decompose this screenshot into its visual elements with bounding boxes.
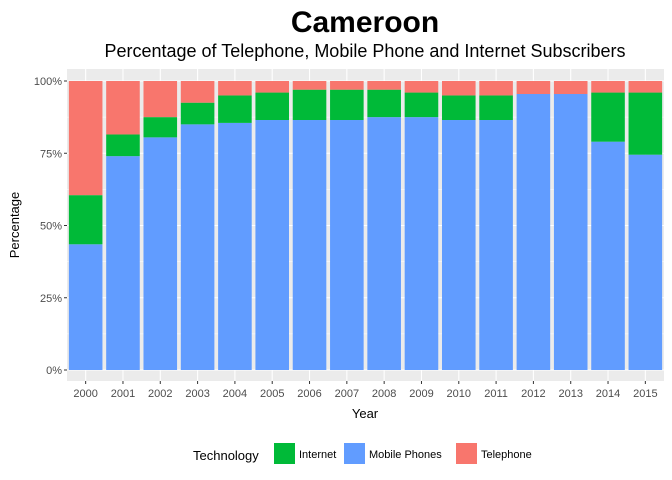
y-axis-title: Percentage (7, 192, 22, 259)
bar-mobile-phones-2007 (330, 120, 364, 370)
bar-internet-2007 (330, 89, 364, 121)
bar-telephone-2010 (441, 81, 476, 96)
bar-internet-2005 (255, 92, 290, 121)
bar-mobile-phones-2015 (628, 154, 663, 370)
bar-telephone-2005 (255, 81, 290, 93)
bar-mobile-phones-2014 (591, 141, 625, 370)
bar-mobile-phones-2001 (106, 156, 140, 370)
bar-mobile-phones-2012 (516, 94, 551, 370)
bar-telephone-2006 (292, 81, 327, 90)
x-tick-label: 2012 (521, 388, 545, 400)
y-tick-label: 50% (40, 221, 62, 233)
bar-internet-2004 (218, 95, 252, 123)
legend-entries: Internet Mobile Phones Telephone (274, 443, 532, 464)
y-tick-label: 100% (34, 76, 62, 88)
bar-telephone-2007 (330, 81, 364, 90)
bar-internet-2011 (479, 95, 513, 121)
x-tick-label: 2006 (297, 388, 321, 400)
bar-mobile-phones-2004 (218, 122, 252, 370)
x-tick-label: 2000 (73, 388, 97, 400)
x-ticks: 2000 2001 2002 2003 2004 2005 2006 2007 2008 2009… (73, 381, 658, 400)
bar-telephone-2003 (180, 81, 215, 103)
bar-internet-2009 (404, 92, 439, 118)
legend: Technology Internet Mobile Phones Telephon… (193, 443, 532, 464)
bar-internet-2006 (292, 89, 327, 121)
x-tick-label: 2002 (148, 388, 172, 400)
bar-internet-2014 (591, 92, 625, 142)
x-tick-label: 2009 (409, 388, 433, 400)
bar-mobile-phones-2011 (479, 120, 513, 370)
bar-mobile-phones-2009 (404, 117, 439, 370)
bar-internet-2003 (180, 102, 215, 125)
bar-mobile-phones-2005 (255, 120, 290, 370)
y-tick-label: 25% (40, 293, 62, 305)
bar-internet-2015 (628, 92, 663, 155)
x-tick-label: 2014 (596, 388, 620, 400)
y-ticks: 0% 25% 50% 75% 100% (34, 76, 67, 377)
bar-telephone-2014 (591, 81, 625, 93)
bar-mobile-phones-2000 (68, 244, 103, 370)
bar-mobile-phones-2008 (367, 117, 401, 370)
bar-internet-2010 (441, 95, 476, 121)
x-tick-label: 2011 (484, 388, 508, 400)
legend-label-mobile-phones: Mobile Phones (369, 449, 442, 461)
bars (68, 81, 663, 370)
legend-key-internet (274, 443, 295, 464)
x-tick-label: 2004 (223, 388, 247, 400)
bar-telephone-2012 (516, 81, 551, 95)
bar-telephone-2011 (479, 81, 513, 96)
y-tick-label: 75% (40, 148, 62, 160)
chart-subtitle: Percentage of Telephone, Mobile Phone an… (104, 41, 625, 61)
bar-telephone-2008 (367, 81, 401, 90)
x-tick-label: 2013 (558, 388, 582, 400)
x-tick-label: 2003 (185, 388, 209, 400)
bar-mobile-phones-2002 (143, 137, 178, 370)
bar-mobile-phones-2010 (441, 120, 476, 370)
chart-title: Cameroon (291, 6, 439, 39)
legend-key-mobile-phones (344, 443, 365, 464)
x-tick-label: 2001 (111, 388, 135, 400)
x-axis-title: Year (352, 406, 379, 421)
x-tick-label: 2008 (372, 388, 396, 400)
x-tick-label: 2015 (633, 388, 657, 400)
y-tick-label: 0% (46, 365, 62, 377)
bar-mobile-phones-2006 (292, 120, 327, 370)
legend-key-telephone (456, 443, 477, 464)
bar-internet-2002 (143, 117, 178, 138)
bar-telephone-2015 (628, 81, 663, 93)
bar-telephone-2001 (106, 81, 140, 135)
bar-telephone-2000 (68, 81, 103, 196)
legend-title: Technology (193, 448, 259, 463)
bar-internet-2001 (106, 134, 140, 157)
x-tick-label: 2010 (447, 388, 471, 400)
legend-label-telephone: Telephone (481, 449, 532, 461)
bar-telephone-2004 (218, 81, 252, 96)
legend-label-internet: Internet (299, 449, 336, 461)
bar-telephone-2013 (553, 81, 588, 95)
bar-mobile-phones-2003 (180, 124, 215, 370)
bar-telephone-2002 (143, 81, 178, 118)
x-tick-label: 2005 (260, 388, 284, 400)
bar-internet-2008 (367, 89, 401, 118)
bar-mobile-phones-2013 (553, 94, 588, 370)
bar-internet-2000 (68, 195, 103, 245)
x-tick-label: 2007 (335, 388, 359, 400)
bar-telephone-2009 (404, 81, 439, 93)
